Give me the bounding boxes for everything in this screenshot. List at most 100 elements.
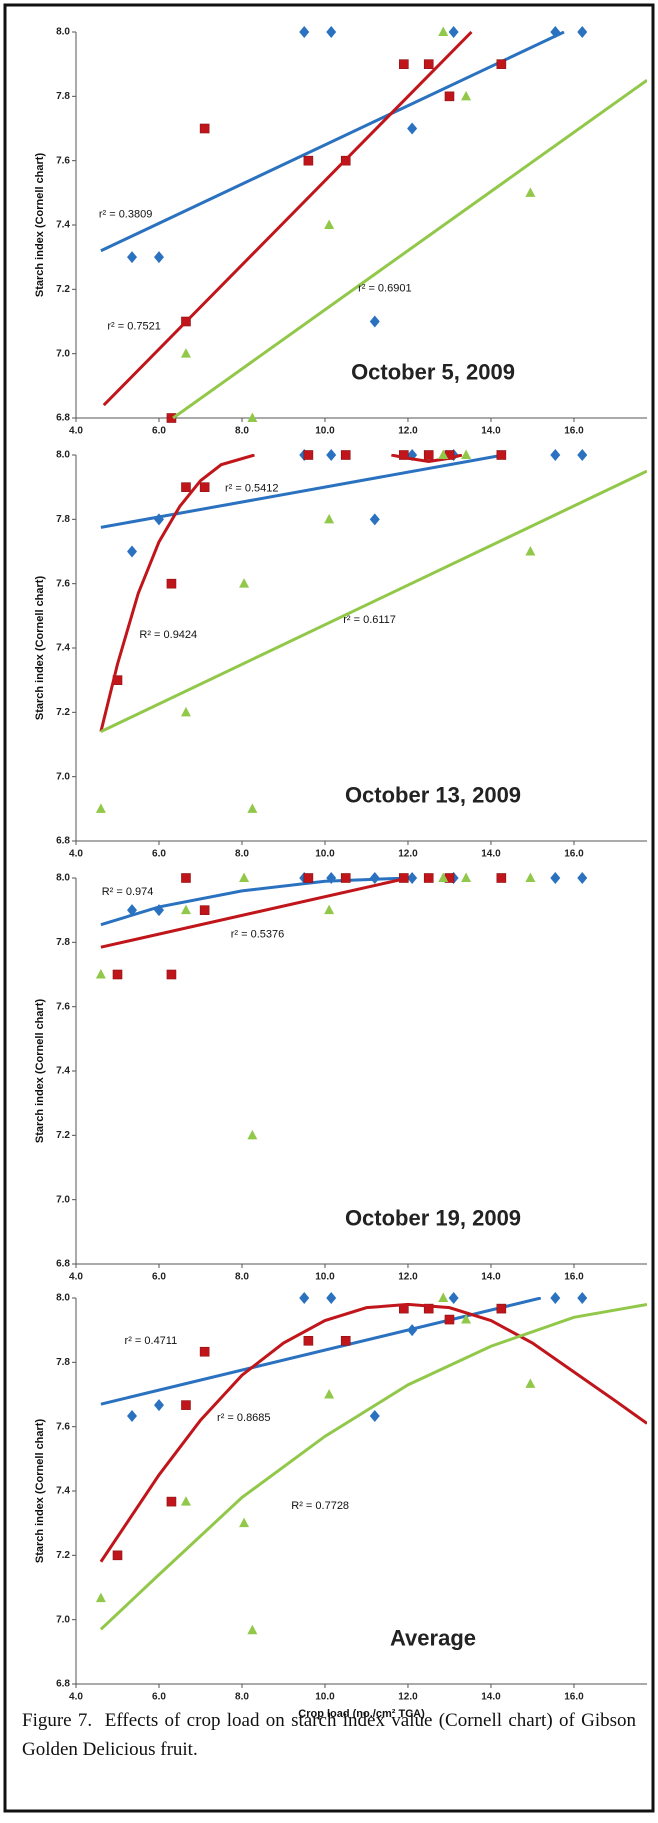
point bbox=[438, 449, 449, 459]
point bbox=[525, 546, 536, 556]
point bbox=[496, 450, 507, 460]
point bbox=[247, 412, 258, 422]
x-tick-label: 10.0 bbox=[315, 849, 335, 860]
y-tick-label: 7.4 bbox=[56, 1066, 70, 1077]
r2-label: r² = 0.6901 bbox=[358, 283, 412, 295]
point bbox=[461, 90, 472, 101]
r2-label: r² = 0.5412 bbox=[225, 482, 279, 494]
r2-label: R² = 0.7728 bbox=[291, 1500, 349, 1512]
point bbox=[496, 1303, 507, 1314]
point bbox=[340, 873, 351, 883]
point bbox=[299, 26, 310, 38]
point bbox=[496, 873, 507, 883]
point bbox=[247, 803, 258, 813]
point bbox=[550, 449, 561, 461]
x-tick-label: 6.0 bbox=[152, 426, 166, 437]
trend-line bbox=[100, 1297, 542, 1406]
point bbox=[407, 872, 418, 884]
point bbox=[399, 59, 409, 69]
x-tick-label: 8.0 bbox=[235, 1272, 249, 1283]
x-tick-label: 16.0 bbox=[564, 426, 584, 437]
point bbox=[181, 1400, 191, 1410]
point bbox=[180, 706, 191, 717]
point bbox=[438, 1292, 449, 1302]
x-tick-label: 10.0 bbox=[315, 1272, 335, 1283]
point bbox=[525, 872, 536, 882]
y-tick-label: 7.4 bbox=[56, 1486, 70, 1497]
point bbox=[153, 251, 164, 264]
x-tick-label: 4.0 bbox=[69, 426, 83, 437]
x-tick-label: 8.0 bbox=[235, 1692, 249, 1703]
point bbox=[181, 482, 191, 492]
y-tick-label: 7.2 bbox=[56, 707, 70, 718]
x-tick-label: 8.0 bbox=[235, 426, 249, 437]
point bbox=[423, 59, 434, 69]
point bbox=[303, 450, 314, 460]
point bbox=[448, 1292, 459, 1304]
x-tick-label: 14.0 bbox=[481, 1692, 501, 1703]
r2-label: r² = 0.5376 bbox=[231, 929, 285, 941]
trend-line bbox=[100, 31, 565, 253]
point bbox=[166, 413, 177, 423]
point bbox=[324, 904, 335, 915]
x-tick-label: 10.0 bbox=[315, 1692, 335, 1703]
y-tick-label: 7.8 bbox=[56, 91, 70, 102]
caption: Figure 7. Effects of crop load on starch… bbox=[22, 1710, 641, 1760]
point bbox=[303, 873, 314, 883]
y-tick-label: 7.2 bbox=[56, 284, 70, 295]
y-tick-label: 6.8 bbox=[56, 1679, 70, 1690]
point bbox=[550, 872, 561, 884]
trend-line bbox=[100, 469, 647, 733]
chart-title: Average bbox=[390, 1625, 476, 1650]
point bbox=[127, 251, 138, 264]
y-tick-label: 7.0 bbox=[56, 771, 70, 782]
point bbox=[399, 450, 409, 460]
point bbox=[199, 123, 210, 134]
r2-label: r² = 0.3809 bbox=[99, 208, 153, 220]
point bbox=[112, 1550, 123, 1561]
point bbox=[340, 1335, 351, 1346]
point bbox=[438, 872, 449, 882]
point bbox=[112, 969, 123, 980]
y-axis-label: Starch index (Cornell chart) bbox=[34, 1419, 46, 1564]
x-tick-label: 16.0 bbox=[564, 849, 584, 860]
y-tick-label: 7.6 bbox=[56, 1001, 70, 1012]
trend-line bbox=[172, 79, 647, 419]
point bbox=[166, 578, 177, 589]
point bbox=[239, 872, 250, 882]
y-axis-label: Starch index (Cornell chart) bbox=[34, 576, 46, 721]
point bbox=[525, 187, 536, 197]
y-tick-label: 7.6 bbox=[56, 1421, 70, 1432]
point bbox=[461, 449, 472, 459]
point bbox=[577, 26, 588, 38]
point bbox=[444, 91, 455, 102]
point bbox=[95, 803, 106, 813]
trend-line bbox=[100, 877, 409, 927]
y-tick-label: 7.8 bbox=[56, 1357, 70, 1368]
point bbox=[180, 1496, 191, 1506]
point bbox=[303, 155, 314, 166]
point bbox=[95, 969, 106, 979]
y-tick-label: 6.8 bbox=[56, 413, 70, 424]
y-tick-label: 7.4 bbox=[56, 643, 70, 654]
point bbox=[369, 1410, 380, 1423]
r2-label: r² = 0.8685 bbox=[217, 1412, 271, 1424]
trend-line bbox=[99, 1302, 647, 1563]
point bbox=[461, 872, 472, 882]
trend-line bbox=[99, 454, 463, 732]
point bbox=[326, 449, 337, 461]
y-tick-label: 7.2 bbox=[56, 1130, 70, 1141]
point bbox=[199, 905, 210, 915]
point bbox=[247, 1129, 258, 1140]
point bbox=[180, 904, 191, 915]
point bbox=[247, 1624, 258, 1635]
chart-title: October 5, 2009 bbox=[351, 359, 515, 384]
point bbox=[95, 1592, 106, 1603]
point bbox=[324, 219, 335, 229]
point bbox=[324, 513, 335, 524]
point bbox=[239, 1517, 250, 1528]
x-tick-label: 8.0 bbox=[235, 849, 249, 860]
y-tick-label: 8.0 bbox=[56, 450, 70, 461]
y-tick-label: 7.0 bbox=[56, 348, 70, 359]
